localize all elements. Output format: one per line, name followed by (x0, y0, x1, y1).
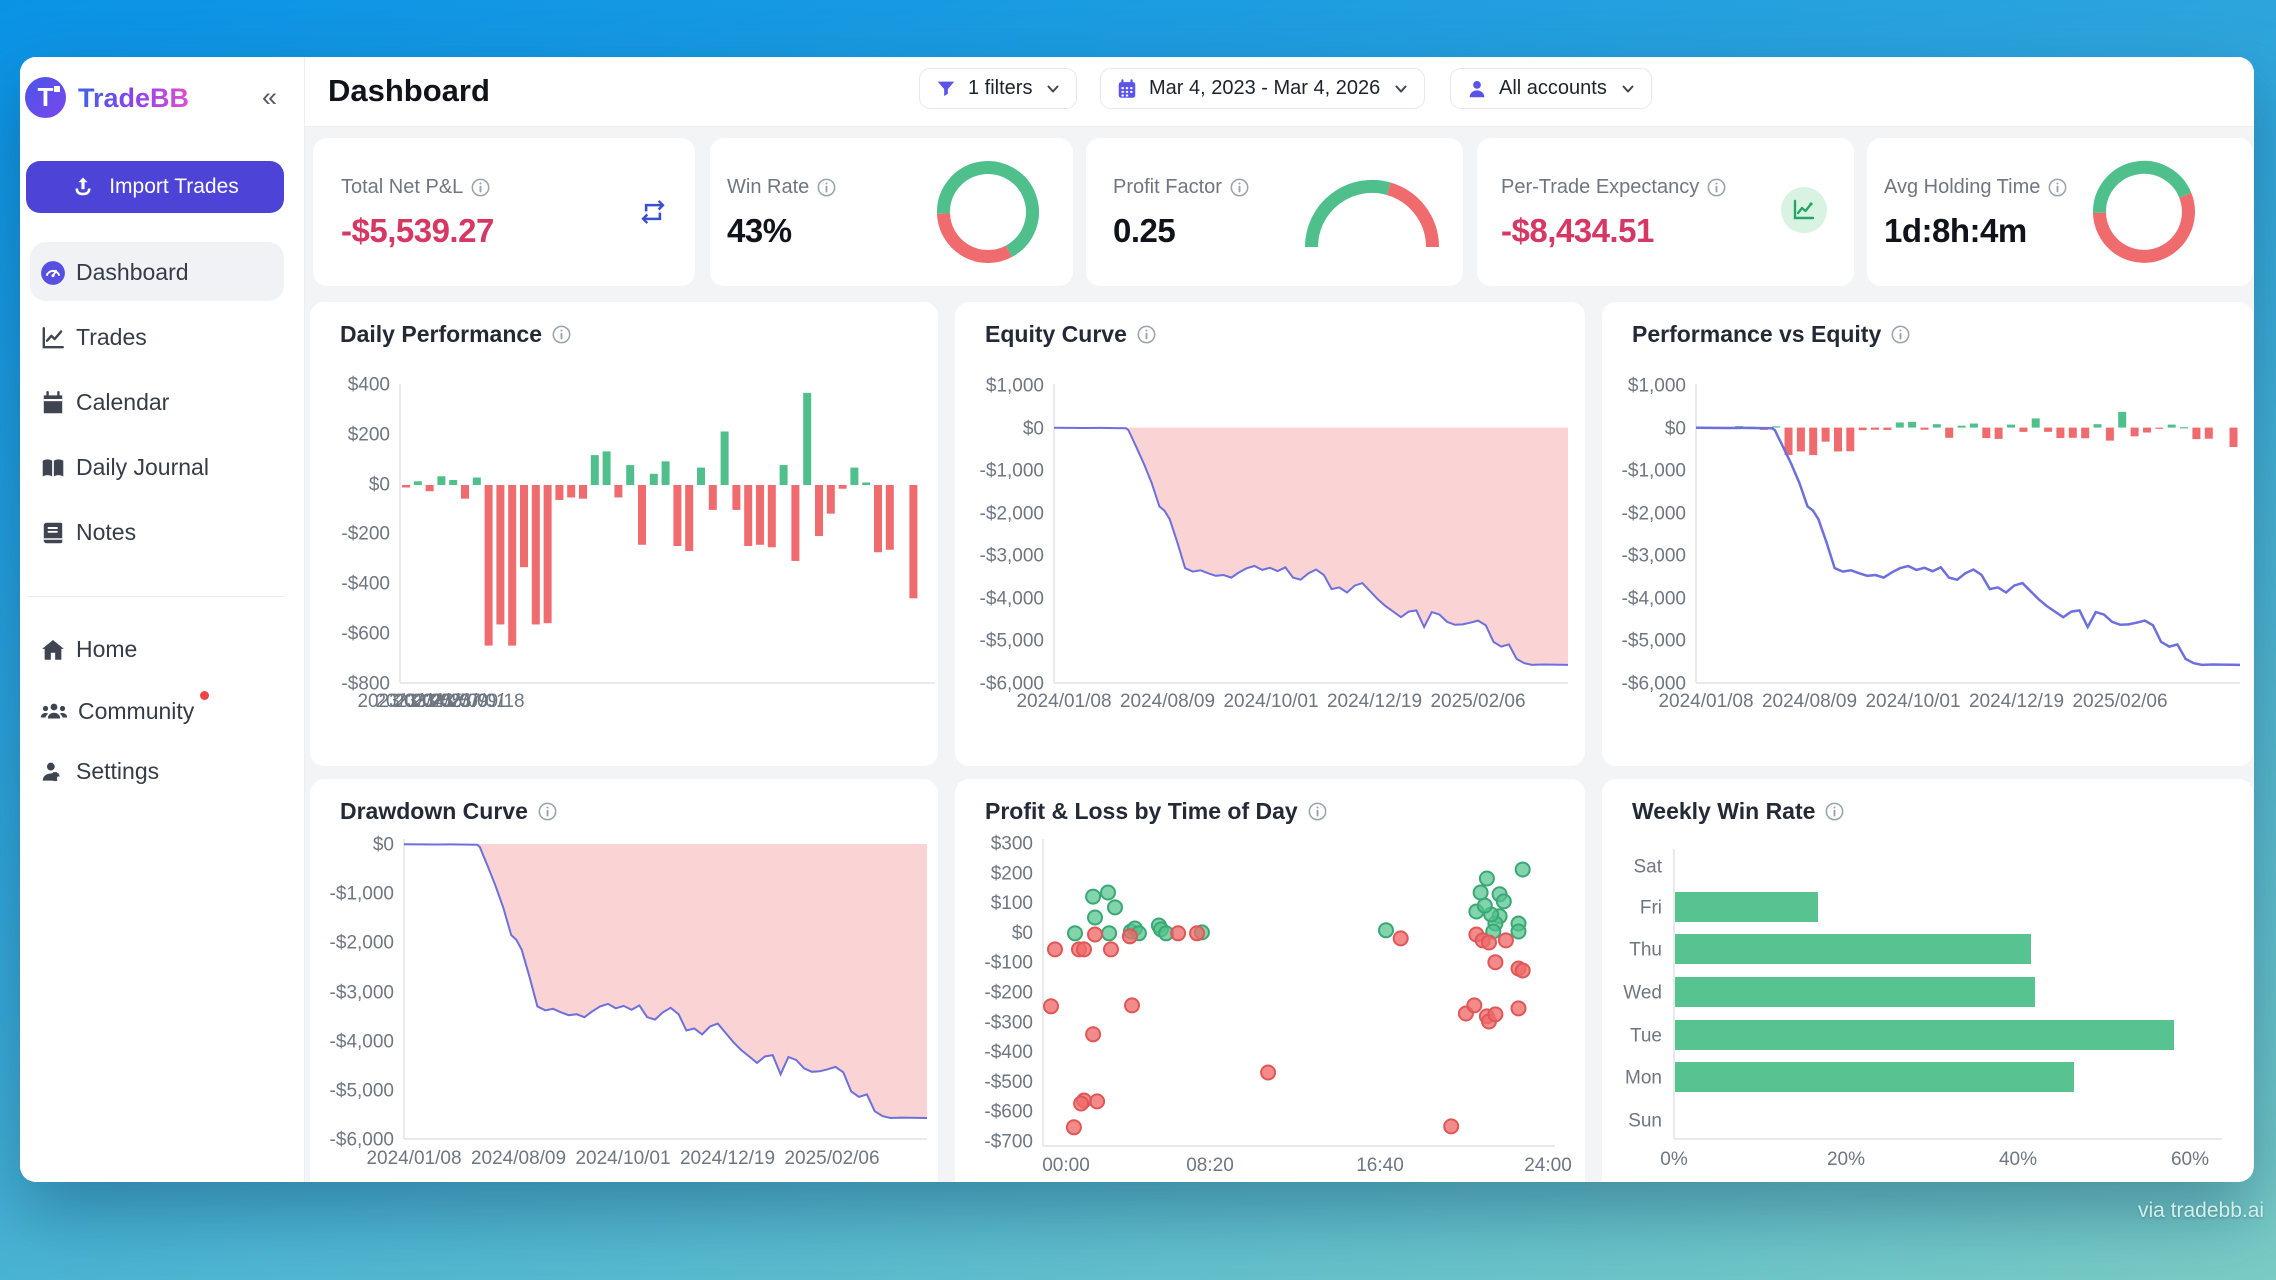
svg-text:2025/02/06: 2025/02/06 (1430, 691, 1525, 712)
svg-text:$400: $400 (348, 375, 390, 396)
svg-text:2024/08/09: 2024/08/09 (1120, 691, 1215, 712)
svg-text:-$1,000: -$1,000 (980, 461, 1044, 482)
svg-text:2024/01/08: 2024/01/08 (1658, 691, 1753, 712)
svg-text:$200: $200 (348, 425, 390, 446)
svg-text:2024/10/01: 2024/10/01 (1223, 691, 1318, 712)
svg-text:-$800: -$800 (341, 674, 390, 695)
svg-text:2024/01/08: 2024/01/08 (1016, 691, 1111, 712)
svg-text:2024/12/19: 2024/12/19 (1969, 691, 2064, 712)
svg-text:$1,000: $1,000 (1628, 376, 1686, 397)
svg-text:Thu: Thu (1629, 940, 1662, 961)
svg-text:0%: 0% (1660, 1149, 1688, 1170)
svg-text:08:20: 08:20 (1186, 1155, 1234, 1176)
svg-text:00:00: 00:00 (1042, 1155, 1090, 1176)
svg-text:-$2,000: -$2,000 (980, 504, 1044, 525)
svg-text:-$700: -$700 (984, 1132, 1033, 1153)
svg-text:-$600: -$600 (341, 624, 390, 645)
svg-text:-$3,000: -$3,000 (980, 546, 1044, 567)
svg-text:2024/01/08: 2024/01/08 (366, 1148, 461, 1169)
svg-text:2023/03/25: 2023/03/25 (357, 691, 452, 712)
svg-text:$0: $0 (369, 475, 390, 496)
svg-text:-$5,000: -$5,000 (330, 1081, 394, 1102)
svg-text:$200: $200 (991, 863, 1033, 884)
svg-text:-$2,000: -$2,000 (330, 933, 394, 954)
svg-text:2025/02/06: 2025/02/06 (2072, 691, 2167, 712)
svg-text:2024/12/19: 2024/12/19 (1327, 691, 1422, 712)
svg-text:-$1,000: -$1,000 (330, 884, 394, 905)
svg-text:2024/08/09: 2024/08/09 (471, 1148, 566, 1169)
svg-text:2024/10/01: 2024/10/01 (1865, 691, 1960, 712)
svg-text:2024/12/19: 2024/12/19 (680, 1148, 775, 1169)
svg-text:40%: 40% (1999, 1149, 2037, 1170)
svg-text:$100: $100 (991, 893, 1033, 914)
svg-text:Fri: Fri (1640, 898, 1662, 919)
svg-text:-$5,000: -$5,000 (1622, 631, 1686, 652)
svg-text:-$300: -$300 (984, 1012, 1033, 1033)
svg-text:-$100: -$100 (984, 953, 1033, 974)
svg-text:$0: $0 (1023, 419, 1044, 440)
svg-text:-$400: -$400 (984, 1042, 1033, 1063)
svg-text:$0: $0 (373, 835, 394, 856)
svg-text:-$3,000: -$3,000 (1622, 546, 1686, 567)
svg-text:2023/05/09: 2023/05/09 (393, 691, 488, 712)
svg-text:24:00: 24:00 (1524, 1155, 1572, 1176)
svg-text:-$6,000: -$6,000 (1622, 674, 1686, 695)
svg-text:$300: $300 (991, 834, 1033, 855)
svg-text:16:40: 16:40 (1356, 1155, 1404, 1176)
svg-text:Tue: Tue (1630, 1026, 1662, 1047)
svg-text:-$5,000: -$5,000 (980, 631, 1044, 652)
svg-text:$1,000: $1,000 (986, 376, 1044, 397)
svg-text:2023/04/25: 2023/04/25 (375, 691, 470, 712)
svg-text:Mon: Mon (1625, 1068, 1662, 1089)
svg-text:Sat: Sat (1633, 857, 1662, 878)
svg-text:-$6,000: -$6,000 (980, 674, 1044, 695)
svg-text:-$400: -$400 (341, 574, 390, 595)
svg-text:-$6,000: -$6,000 (330, 1130, 394, 1151)
svg-text:2024/10/01: 2024/10/01 (575, 1148, 670, 1169)
svg-text:-$2,000: -$2,000 (1622, 504, 1686, 525)
svg-text:60%: 60% (2171, 1149, 2209, 1170)
svg-text:-$4,000: -$4,000 (330, 1032, 394, 1053)
svg-text:2023/09/18: 2023/09/18 (429, 691, 524, 712)
svg-text:-$4,000: -$4,000 (980, 589, 1044, 610)
svg-text:-$4,000: -$4,000 (1622, 589, 1686, 610)
svg-text:-$200: -$200 (341, 524, 390, 545)
svg-text:2023/07/01: 2023/07/01 (411, 691, 506, 712)
svg-text:-$3,000: -$3,000 (330, 983, 394, 1004)
svg-text:2025/02/06: 2025/02/06 (784, 1148, 879, 1169)
svg-text:-$600: -$600 (984, 1102, 1033, 1123)
svg-text:$0: $0 (1012, 923, 1033, 944)
svg-text:-$200: -$200 (984, 983, 1033, 1004)
svg-text:-$500: -$500 (984, 1072, 1033, 1093)
svg-text:20%: 20% (1827, 1149, 1865, 1170)
svg-text:$0: $0 (1665, 419, 1686, 440)
svg-text:-$1,000: -$1,000 (1622, 461, 1686, 482)
svg-text:Wed: Wed (1623, 983, 1662, 1004)
svg-text:Sun: Sun (1628, 1111, 1662, 1132)
svg-text:2024/08/09: 2024/08/09 (1762, 691, 1857, 712)
